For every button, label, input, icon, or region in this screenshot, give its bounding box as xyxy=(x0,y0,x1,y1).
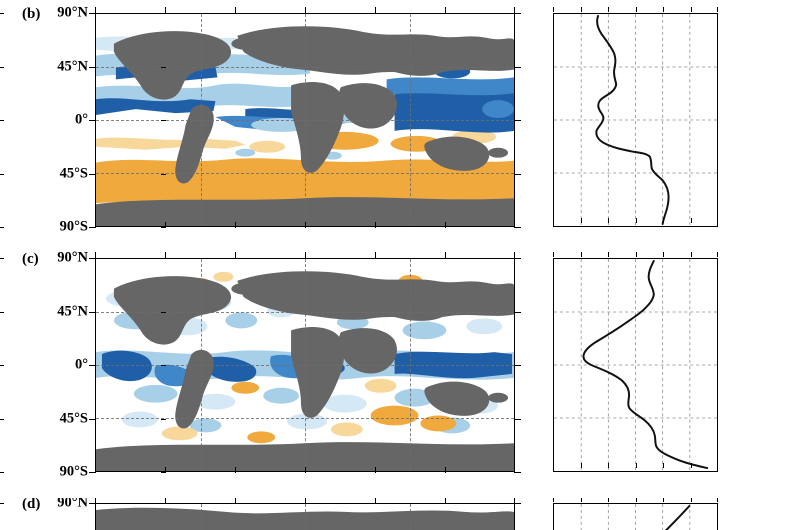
panel-c-lat-axis: 90°N 45°N 0° 45°S 90°S xyxy=(0,249,92,480)
panel-b: (b) 90°N 45°N 0° 45°S 90°S xyxy=(0,4,800,238)
panel-d-lat-axis: 90°N xyxy=(0,498,92,530)
lat-label-90s: 90°S xyxy=(59,218,88,235)
panel-c-map xyxy=(95,258,515,472)
panel-b-map xyxy=(95,13,515,227)
lat-label-0: 0° xyxy=(74,111,88,128)
lat-label-90n: 90°N xyxy=(57,249,88,266)
lat-label-0: 0° xyxy=(74,356,88,373)
lat-label-45n: 45°N xyxy=(57,58,88,74)
lat-label-45s: 45°S xyxy=(59,410,88,426)
panel-c-tag: (c) xyxy=(22,251,39,267)
panel-d-tag: (d) xyxy=(22,498,41,512)
lat-label-90n: 90°N xyxy=(57,4,88,21)
lat-label-45n: 45°N xyxy=(57,303,88,319)
panel-b-lat-axis: 90°N 45°N 0° 45°S 90°S xyxy=(0,4,92,235)
panel-d: (d) 90°N xyxy=(0,498,800,530)
panel-c: (c) 90°N 45°N 0° 45°S 90°S xyxy=(0,249,800,483)
panel-b-tag: (b) xyxy=(22,6,41,22)
panel-c-profile-plot xyxy=(553,258,718,472)
panel-d-map xyxy=(95,503,515,530)
panel-d-profile-curve xyxy=(664,504,691,530)
lat-label-90s: 90°S xyxy=(59,463,88,480)
panel-c-profile-curve xyxy=(582,259,709,470)
panel-d-profile-plot xyxy=(553,503,718,530)
lat-label-45s: 45°S xyxy=(59,165,88,181)
lat-label-90n: 90°N xyxy=(57,498,88,511)
panel-b-profile-curve xyxy=(595,14,670,226)
panel-b-profile-plot xyxy=(553,13,718,227)
